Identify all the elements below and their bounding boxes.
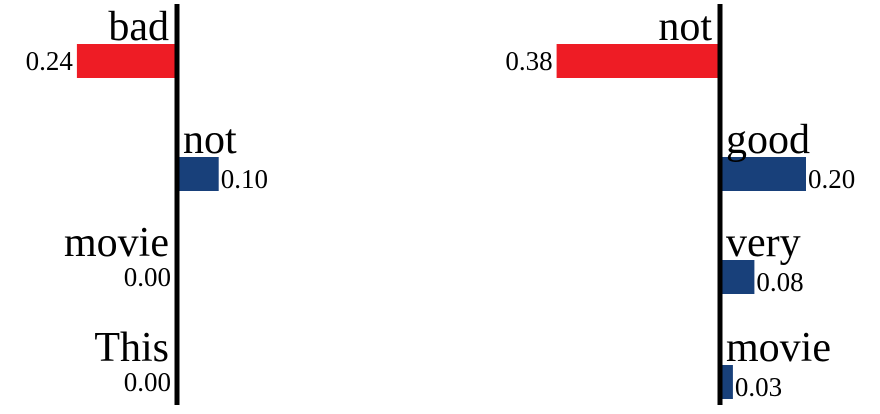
bar-bad [76,44,177,78]
token-label: very [726,220,801,266]
token-label: This [94,325,169,371]
bar-very [720,260,755,294]
bar-movie [720,365,733,399]
value-label: 0.20 [808,164,855,194]
token-label: movie [726,325,831,371]
value-label: 0.08 [756,267,803,297]
token-label: movie [64,220,169,266]
token-label: bad [108,4,169,50]
bar-not [556,44,720,78]
token-label: not [658,4,712,50]
value-label: 0.03 [735,372,782,402]
token-label: not [183,117,237,163]
token-label: good [726,117,810,163]
bar-good [720,157,806,191]
value-label: 0.24 [26,46,74,76]
bar-not [177,157,219,191]
value-label: 0.00 [124,367,171,397]
value-label: 0.00 [124,262,171,292]
value-label: 0.38 [505,46,552,76]
value-label: 0.10 [221,164,268,194]
